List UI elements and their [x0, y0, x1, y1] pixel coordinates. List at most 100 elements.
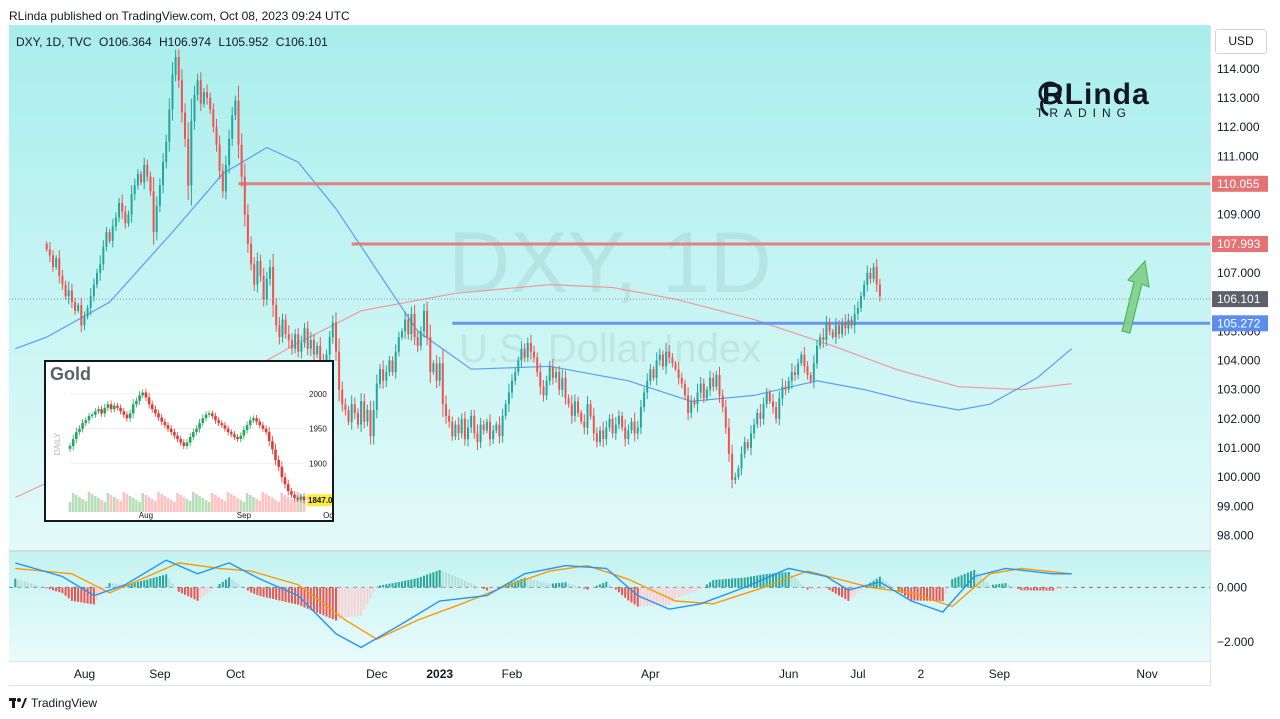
macd-histogram-bar [1007, 584, 1010, 588]
candle-body [86, 307, 89, 317]
gold-volume-bar [157, 492, 160, 512]
gold-time-label: Sep [237, 511, 252, 520]
tradingview-brand: TradingView [31, 696, 98, 710]
macd-histogram-bar [536, 580, 539, 588]
candle-body [70, 290, 73, 303]
macd-histogram-bar [850, 587, 853, 599]
watermark: DXY, 1D U.S. Dollar Index [448, 215, 771, 371]
macd-histogram-bar [599, 584, 601, 588]
candle-body [287, 334, 290, 340]
candle-body [401, 331, 403, 338]
macd-histogram-bar [187, 587, 190, 597]
candle-body [705, 389, 708, 399]
macd-histogram-bar [988, 585, 991, 588]
time-axis-label: Apr [641, 667, 660, 681]
gold-volume-bar [94, 496, 97, 512]
gold-volume-bar [103, 502, 107, 512]
macd-histogram-bar [614, 587, 617, 590]
candle-body [228, 138, 231, 165]
macd-histogram-bar [322, 587, 325, 616]
macd-histogram-bar [460, 579, 463, 588]
price-axis-label: 102.000 [1217, 412, 1261, 426]
macd-histogram-bar [193, 587, 196, 600]
gold-candle-body [258, 421, 261, 426]
macd-histogram-bar [111, 583, 114, 588]
candle-body [746, 442, 749, 448]
gold-volume-bar [163, 496, 167, 512]
candle-body [360, 401, 363, 425]
macd-histogram-bar [86, 587, 89, 604]
macd-histogram-bar [753, 576, 756, 588]
price-axis-label: 107.000 [1217, 266, 1261, 280]
candle-body [869, 272, 872, 279]
gold-volume-bar [84, 501, 88, 512]
macd-histogram-bar [70, 587, 73, 601]
candle-body [136, 173, 139, 186]
macd-histogram-bar [929, 587, 932, 601]
macd-histogram-bar [709, 582, 712, 588]
gold-volume-bar [280, 493, 284, 512]
candle-body [344, 404, 347, 410]
currency-button[interactable]: USD [1215, 29, 1267, 54]
chart-bottom-border [9, 685, 1211, 686]
candle-body [680, 377, 683, 384]
logo: RLinda TRADING [1036, 78, 1149, 120]
gold-candle-body [245, 425, 249, 431]
macd-histogram-bar [580, 587, 583, 588]
candle-body [121, 202, 124, 212]
macd-histogram-bar [674, 587, 677, 599]
support-level-label: 105.272 [1217, 316, 1261, 330]
macd-histogram-bar [55, 587, 58, 592]
macd-histogram-bar [724, 579, 727, 588]
macd-histogram-bar [844, 587, 847, 600]
candle-body [555, 372, 557, 378]
candle-body [674, 363, 677, 370]
candle-body [756, 412, 759, 425]
candle-body [586, 404, 589, 428]
candle-body [564, 377, 567, 399]
gold-candle-body [109, 404, 113, 410]
macd-histogram-bar [426, 574, 429, 588]
macd-histogram-bar [652, 587, 655, 606]
legend-open: O106.364 [98, 35, 152, 49]
macd-histogram-bar [451, 575, 454, 588]
macd-histogram-bar [259, 587, 262, 597]
gold-candle-body [230, 432, 233, 435]
candle-body [844, 322, 847, 329]
macd-histogram-bar [212, 587, 215, 589]
candle-body [529, 342, 532, 352]
gold-candle-body [97, 409, 100, 412]
gold-candle-body [94, 411, 97, 415]
macd-histogram-bar [331, 587, 334, 620]
candle-body [671, 357, 674, 364]
support-level-tag [1212, 315, 1268, 332]
gold-candle-body [103, 407, 107, 414]
macd-histogram-bar [177, 587, 180, 592]
gold-candle-body [280, 466, 284, 478]
gold-candle-body [283, 477, 287, 485]
macd-histogram-bar [916, 587, 919, 601]
candle-body [290, 340, 293, 349]
gold-candle-body [157, 413, 160, 418]
macd-histogram-bar [476, 586, 479, 588]
gold-candle-body [144, 392, 148, 398]
last-price-tag [1212, 291, 1268, 308]
candle-body [724, 407, 727, 428]
candle-body [627, 430, 630, 440]
macd-histogram-bar [42, 587, 45, 588]
macd-signal-line [15, 562, 1072, 640]
macd-histogram-bar [155, 576, 158, 588]
macd-histogram-bar [595, 585, 598, 588]
gold-candle-body [182, 442, 186, 446]
tradingview-footer[interactable]: TradingView [9, 696, 97, 710]
macd-line [15, 559, 1072, 649]
pane-separator[interactable] [9, 550, 1210, 552]
macd-histogram-bar [58, 587, 61, 593]
macd-histogram-bar [517, 580, 520, 588]
macd-histogram-bar [658, 587, 661, 606]
gold-volume-bar [248, 495, 252, 512]
macd-histogram-bar [794, 577, 796, 588]
macd-histogram-bar [180, 587, 183, 594]
candle-body [77, 305, 80, 311]
